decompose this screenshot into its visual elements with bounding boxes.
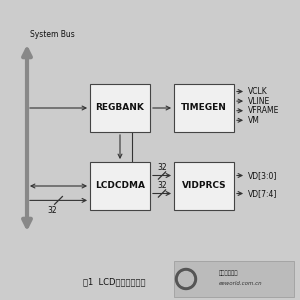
Text: eeworld.com.cn: eeworld.com.cn [219, 281, 262, 286]
Text: VD[7:4]: VD[7:4] [248, 189, 277, 198]
Bar [90, 162, 150, 210]
Text: 32: 32 [157, 181, 167, 190]
Text: VIDPRCS: VIDPRCS [182, 182, 226, 190]
Text: VFRAME: VFRAME [248, 106, 279, 115]
Circle shape [176, 268, 197, 290]
Text: 电子工程世界: 电子工程世界 [219, 270, 239, 276]
Bar [174, 162, 234, 210]
Text: VD[3:0]: VD[3:0] [248, 171, 277, 180]
Text: System Bus: System Bus [30, 30, 75, 39]
Text: LCDCDMA: LCDCDMA [95, 182, 145, 190]
Bar [90, 84, 150, 132]
Text: 图1  LCD控制器逻辑框: 图1 LCD控制器逻辑框 [83, 278, 145, 286]
Text: 32: 32 [157, 163, 167, 172]
Text: TIMEGEN: TIMEGEN [181, 103, 227, 112]
Bar [174, 84, 234, 132]
Text: VM: VM [248, 116, 260, 125]
Text: 32: 32 [48, 206, 57, 215]
Text: VCLK: VCLK [248, 87, 267, 96]
Circle shape [178, 272, 194, 286]
Text: REGBANK: REGBANK [96, 103, 144, 112]
Bar [174, 261, 294, 297]
Text: VLINE: VLINE [248, 97, 270, 106]
